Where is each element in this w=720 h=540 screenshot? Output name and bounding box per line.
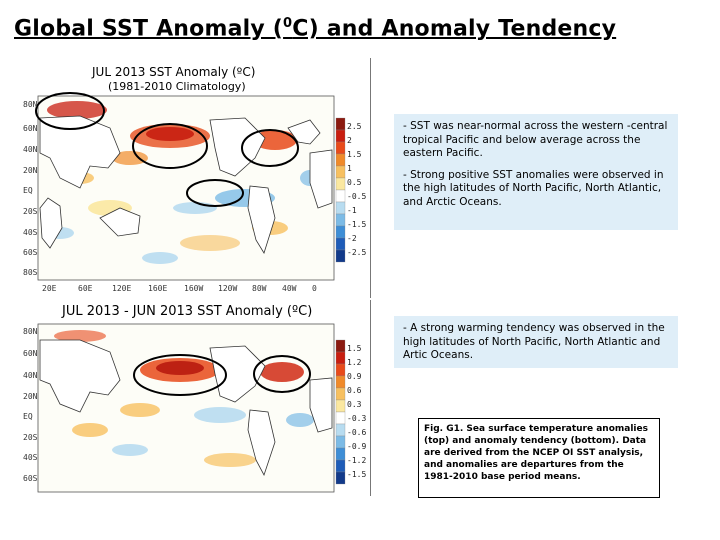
lon-label: 20E xyxy=(42,284,57,293)
lat-label: 60S xyxy=(23,474,38,483)
colorbar-cell xyxy=(335,435,346,449)
colorbar-cell xyxy=(335,129,346,143)
summary-text: - Strong positive SST anomalies were obs… xyxy=(403,168,664,208)
colorbar-label: 1 xyxy=(347,164,352,173)
lat-label: 40S xyxy=(23,453,38,462)
top-map-title: JUL 2013 SST Anomaly (ºC) xyxy=(92,65,256,79)
lon-label: 160W xyxy=(184,284,204,293)
bottom-summary-box: - A strong warming tendency was observed… xyxy=(394,316,678,368)
colorbar-cell xyxy=(335,201,346,215)
colorbar-cell xyxy=(335,213,346,227)
colorbar-cell xyxy=(335,165,346,179)
lon-label: 0 xyxy=(312,284,317,293)
summary-text: - SST was near-normal across the western… xyxy=(403,120,668,159)
lon-label: 160E xyxy=(148,284,168,293)
lat-label: 20S xyxy=(23,433,38,442)
lon-label: 120E xyxy=(112,284,132,293)
colorbar-label: -0.5 xyxy=(347,192,367,201)
summary-text: - A strong warming tendency was observed… xyxy=(403,322,665,361)
colorbar-cell xyxy=(335,117,346,131)
colorbar-cell xyxy=(335,399,346,413)
figure-caption: Fig. G1. Sea surface temperature anomali… xyxy=(418,418,660,498)
sst-tendency-map xyxy=(37,323,346,493)
lat-label: EQ xyxy=(23,186,33,195)
lat-label: 60S xyxy=(23,248,38,257)
warm-tendency-patches xyxy=(54,330,304,467)
colorbar-cell xyxy=(335,447,346,461)
lon-label: 60E xyxy=(78,284,93,293)
highlight-circles xyxy=(133,354,311,396)
lat-label: 20N xyxy=(23,166,38,175)
colorbar-label: -1.5 xyxy=(347,220,367,229)
lat-label: 40N xyxy=(23,145,38,154)
continent-outlines xyxy=(39,339,333,477)
warm-anomaly-patches xyxy=(47,101,297,251)
lat-label: 80S xyxy=(23,268,38,277)
colorbar-label: -0.9 xyxy=(347,442,367,451)
colorbar-label: 2.5 xyxy=(347,122,362,131)
sst-tendency-map-panel: JUL 2013 - JUN 2013 SST Anomaly (ºC) xyxy=(20,300,371,496)
colorbar-cell xyxy=(335,249,346,263)
colorbar-cell xyxy=(335,387,346,401)
colorbar-cell xyxy=(335,153,346,167)
colorbar-label: 0.9 xyxy=(347,372,362,381)
lat-label: 20N xyxy=(23,392,38,401)
colorbar-cell xyxy=(335,189,346,203)
colorbar-cell xyxy=(335,459,346,473)
lat-label: 40N xyxy=(23,371,38,380)
top-summary-box: - SST was near-normal across the western… xyxy=(394,114,678,230)
colorbar-label: 2 xyxy=(347,136,352,145)
colorbar-label: -2.5 xyxy=(347,248,367,257)
page-title: Global SST Anomaly (0C) and Anomaly Tend… xyxy=(14,16,617,42)
colorbar-label: 1.5 xyxy=(347,150,362,159)
bottom-colorbar xyxy=(335,339,346,485)
colorbar-label: 0.3 xyxy=(347,400,362,409)
sst-anomaly-map xyxy=(35,92,346,281)
lat-label: 80N xyxy=(23,327,38,336)
lat-label: 80N xyxy=(23,100,38,109)
top-colorbar xyxy=(335,117,346,263)
colorbar-label: -1 xyxy=(347,206,357,215)
lat-label: EQ xyxy=(23,412,33,421)
colorbar-label: -2 xyxy=(347,234,357,243)
lon-label: 80W xyxy=(252,284,267,293)
bottom-map-title: JUL 2013 - JUN 2013 SST Anomaly (ºC) xyxy=(62,304,313,319)
highlight-circles xyxy=(35,92,299,207)
lat-label: 20S xyxy=(23,207,38,216)
colorbar-label: 1.5 xyxy=(347,344,362,353)
colorbar-label: 1.2 xyxy=(347,358,362,367)
cool-tendency-patches xyxy=(112,407,314,456)
colorbar-cell xyxy=(335,363,346,377)
lon-label: 120W xyxy=(218,284,238,293)
colorbar-cell xyxy=(335,411,346,425)
colorbar-label: -0.3 xyxy=(347,414,367,423)
colorbar-cell xyxy=(335,141,346,155)
colorbar-cell xyxy=(335,237,346,251)
colorbar-cell xyxy=(335,177,346,191)
top-map-subtitle: (1981-2010 Climatology) xyxy=(108,80,246,93)
lat-label: 40S xyxy=(23,228,38,237)
colorbar-label: 0.5 xyxy=(347,178,362,187)
continent-outlines xyxy=(39,115,333,254)
colorbar-cell xyxy=(335,471,346,485)
colorbar-cell xyxy=(335,225,346,239)
sst-anomaly-map-panel: JUL 2013 SST Anomaly (ºC) (1981-2010 Cli… xyxy=(20,58,371,298)
lat-label: 60N xyxy=(23,349,38,358)
colorbar-label: 0.6 xyxy=(347,386,362,395)
colorbar-cell xyxy=(335,423,346,437)
colorbar-cell xyxy=(335,351,346,365)
colorbar-label: -1.2 xyxy=(347,456,367,465)
colorbar-cell xyxy=(335,375,346,389)
colorbar-label: -1.5 xyxy=(347,470,367,479)
lon-label: 40W xyxy=(282,284,297,293)
lat-label: 60N xyxy=(23,124,38,133)
colorbar-cell xyxy=(335,339,346,353)
colorbar-label: -0.6 xyxy=(347,428,367,437)
